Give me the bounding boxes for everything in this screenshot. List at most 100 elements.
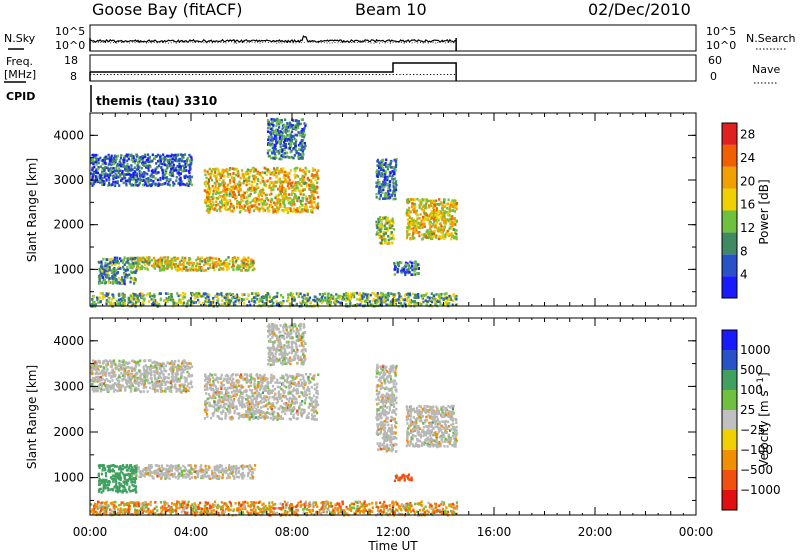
power-cell [171,266,173,269]
power-cell [356,292,358,295]
power-cell [238,190,240,193]
power-cell [119,176,121,179]
power-cell [167,160,169,163]
power-cell [415,232,417,235]
power-cell [301,118,303,121]
velocity-cell [247,512,249,515]
power-cell [278,179,280,182]
power-cell [259,173,261,176]
power-cell [454,217,456,220]
power-cell [270,139,272,142]
power-cell [222,196,224,199]
velocity-cell [187,503,189,506]
power-cell [135,271,137,274]
power-cell [172,181,174,184]
power-cell [255,292,257,295]
power-cell [130,258,132,261]
power-cell [200,269,202,272]
power-cell [151,183,153,186]
power-cell [272,181,274,184]
power-cell [408,293,410,296]
power-cell [226,293,228,296]
freq-label-line1: Freq. [6,55,33,68]
power-cell [230,190,232,193]
power-cell [282,167,284,170]
power-cell [433,224,435,227]
power-cell [222,204,224,207]
power-cell [104,176,106,179]
power-cell [385,232,387,235]
power-cell [113,157,115,160]
power-cell [310,191,312,194]
power-cell [285,143,287,146]
power-cell [247,260,249,263]
power-cell [184,176,186,179]
power-cell [408,207,410,210]
power-colorbar-tick: 24 [740,151,755,165]
power-cell [180,179,182,182]
power-cell [279,203,281,206]
power-cell [299,134,301,137]
power-cell [278,141,280,144]
power-cell [260,182,262,185]
power-cell [304,142,306,145]
power-cell [154,267,156,270]
power-cell [152,175,154,178]
power-cell [393,185,395,188]
power-cell [119,282,121,285]
power-cell [289,303,291,306]
power-cell [126,154,128,157]
power-cell [160,299,162,302]
power-cell [95,172,97,175]
power-cell [217,263,219,266]
power-cell [268,186,270,189]
velocity-heatmap-cells [90,323,458,517]
power-cell [397,268,399,271]
power-cell [206,177,208,180]
power-cell [290,186,292,189]
power-cell [352,294,354,297]
power-cell [325,299,327,302]
power-cell [427,230,429,233]
power-cell [129,281,131,284]
power-cell [245,201,247,204]
power-cell [166,179,168,182]
sky-panel-frame [90,25,696,51]
power-cell [249,207,251,210]
velocity-cell [206,508,208,511]
power-cell [282,144,284,147]
power-cell [272,208,274,211]
power-cell [308,201,310,204]
power-cell [267,168,269,171]
power-cell [390,302,392,305]
power-cell [141,295,143,298]
power-cell [124,177,126,180]
power-cell [376,224,378,227]
power-cell [118,184,120,187]
power-cell [100,165,102,168]
power-cell [205,182,207,185]
power-cell [246,177,248,180]
power-cell [280,158,282,161]
power-cell [147,177,149,180]
power-cell [303,193,305,196]
power-cell [350,298,352,301]
power-cell [390,160,392,163]
power-cell [413,273,415,276]
power-cell [139,259,141,262]
power-cell [127,173,129,176]
power-cell [232,258,234,261]
power-cell [237,187,239,190]
power-cell [450,201,452,204]
power-cell [206,257,208,260]
power-cell [94,301,96,304]
power-cell [410,199,412,202]
power-cell [229,210,231,213]
power-cell [378,161,380,164]
power-cell [243,264,245,267]
power-cell [224,302,226,305]
power-cell [273,118,275,121]
power-cell [283,135,285,138]
power-cell [233,177,235,180]
